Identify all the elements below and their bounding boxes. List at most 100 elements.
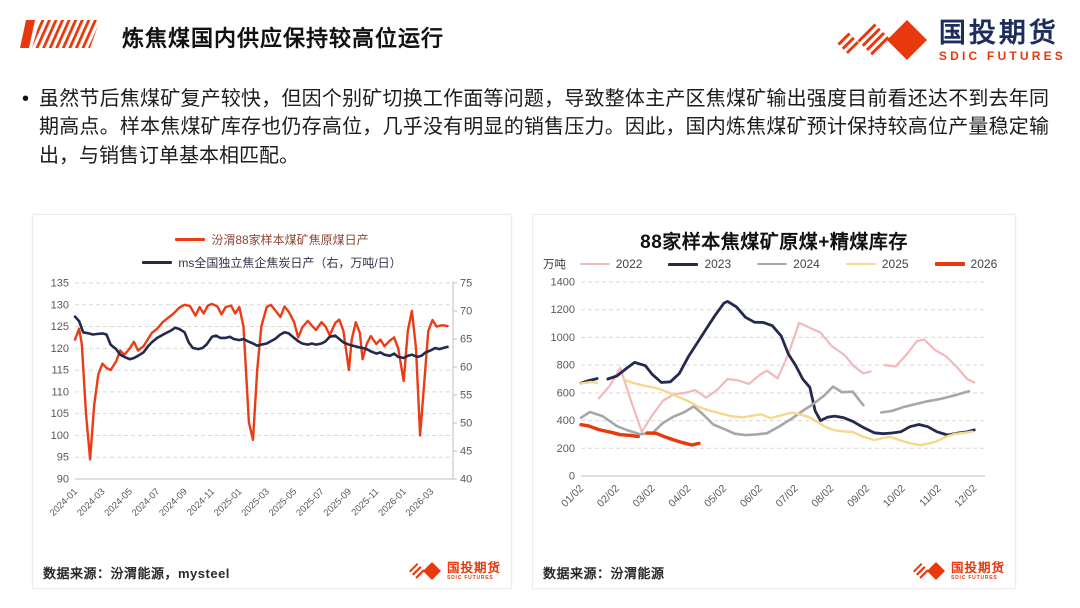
header: 炼焦煤国内供应保持较高位运行 国投期货 SDIC FUTURES (0, 0, 1080, 69)
svg-text:08/02: 08/02 (809, 483, 836, 510)
inventory-chart: 0 200 400 600 800 1000 1200 1400 01/02 02/02 03/02… (551, 277, 985, 510)
legend-item-raw-coal: 汾渭88家样本煤矿焦原煤日产 (175, 231, 369, 248)
legend-item-2025: 2025 (845, 257, 909, 272)
svg-text:02/02: 02/02 (595, 483, 622, 510)
svg-text:09/02: 09/02 (845, 483, 872, 510)
legend-swatch (757, 262, 788, 266)
svg-text:110: 110 (51, 387, 69, 399)
legend-item-2024: 2024 (757, 257, 820, 271)
svg-text:06/02: 06/02 (738, 483, 765, 510)
brand-name-en: SDIC FUTURES (938, 48, 1066, 63)
legend-swatch-navy (142, 261, 173, 265)
y-axis-unit-label: 万吨 (543, 259, 566, 272)
svg-text:600: 600 (557, 388, 575, 400)
left-card-footer: 数据来源：汾渭能源，mysteel 国投期货 SDIC FUTURES (41, 560, 503, 582)
footer-brand-name: 国投期货 (446, 560, 501, 575)
svg-text:2024-05: 2024-05 (102, 487, 134, 519)
source-note: 数据来源：汾渭能源，mysteel (43, 566, 230, 582)
svg-text:45: 45 (460, 446, 472, 458)
right-card-footer: 数据来源：汾渭能源 国投期货 SDIC FUTURES (541, 560, 1007, 582)
footer-brand-name: 国投期货 (950, 560, 1005, 575)
legend-label: ms全国独立焦企焦炭日产（右，万吨/日） (178, 256, 402, 271)
svg-text:12/02: 12/02 (952, 483, 979, 510)
svg-text:2026-01: 2026-01 (376, 487, 408, 519)
title-decoration-icon (16, 18, 108, 55)
svg-text:01/02: 01/02 (559, 483, 586, 510)
legend-swatch-red (175, 238, 206, 242)
svg-text:400: 400 (557, 415, 575, 427)
svg-text:125: 125 (51, 321, 69, 333)
footer-brand-name-en: SDIC FUTURES (446, 574, 494, 581)
svg-text:120: 120 (51, 343, 69, 355)
svg-text:60: 60 (460, 362, 472, 374)
svg-text:40: 40 (460, 474, 472, 486)
legend-label: 2024 (793, 257, 820, 272)
left-chart-legend: 汾渭88家样本煤矿焦原煤日产 ms全国独立焦企焦炭日产（右，万吨/日） (41, 231, 503, 271)
footer-brand-name-en: SDIC FUTURES (950, 574, 998, 581)
right-chart-legend-row: 万吨 2022 2023 2024 2025 2026 (541, 256, 1007, 272)
chart-card-daily-output: 汾渭88家样本煤矿焦原煤日产 ms全国独立焦企焦炭日产（右，万吨/日） 90 95… (32, 214, 512, 590)
legend-label: 2023 (704, 257, 732, 272)
svg-text:1200: 1200 (551, 304, 575, 316)
legend-label: 汾渭88家样本煤矿焦原煤日产 (211, 233, 369, 248)
svg-text:2025-05: 2025-05 (267, 487, 299, 519)
legend-label: 2025 (881, 257, 909, 272)
bullet-marker: • (22, 88, 30, 110)
svg-text:2025-11: 2025-11 (349, 487, 381, 519)
charts-row: 汾渭88家样本煤矿焦原煤日产 ms全国独立焦企焦炭日产（右，万吨/日） 90 95… (32, 214, 1080, 590)
footer-logo-icon (408, 562, 441, 581)
svg-text:1400: 1400 (551, 277, 575, 289)
svg-text:2024-07: 2024-07 (130, 487, 162, 519)
summary-paragraph: 虽然节后焦煤矿复产较快，但因个别矿切换工作面等问题，导致整体主产区焦煤矿输出强度… (39, 88, 1050, 167)
svg-text:07/02: 07/02 (774, 483, 801, 510)
source-note: 数据来源：汾渭能源 (543, 566, 665, 582)
right-chart-legend: 2022 2023 2024 2025 2026 (572, 257, 1005, 271)
svg-text:135: 135 (51, 278, 69, 290)
legend-swatch (579, 263, 610, 266)
svg-text:95: 95 (57, 452, 69, 464)
svg-text:2024-01: 2024-01 (48, 487, 80, 519)
page-title: 炼焦煤国内供应保持较高位运行 (122, 25, 445, 51)
svg-text:2025-03: 2025-03 (239, 487, 271, 519)
svg-text:100: 100 (51, 430, 69, 442)
legend-item-2026: 2026 (934, 257, 998, 272)
legend-swatch (934, 262, 965, 266)
svg-text:11/02: 11/02 (917, 483, 944, 510)
svg-text:115: 115 (51, 365, 69, 377)
brand-diamonds-icon (835, 12, 931, 69)
svg-text:130: 130 (51, 299, 69, 311)
svg-text:2025-01: 2025-01 (212, 487, 244, 519)
svg-text:2025-09: 2025-09 (322, 487, 354, 519)
svg-text:10/02: 10/02 (881, 483, 908, 510)
footer-logo: 国投期货 SDIC FUTURES (911, 560, 1005, 582)
legend-label: 2022 (615, 257, 643, 272)
legend-label: 2026 (970, 257, 998, 272)
svg-text:800: 800 (557, 360, 575, 372)
svg-text:200: 200 (557, 443, 575, 455)
legend-item-2023: 2023 (668, 257, 731, 271)
svg-text:04/02: 04/02 (666, 483, 693, 510)
svg-text:2024-09: 2024-09 (157, 487, 189, 519)
svg-text:1000: 1000 (551, 332, 575, 344)
svg-text:75: 75 (460, 278, 472, 290)
brand-logo: 国投期货 SDIC FUTURES (835, 12, 1066, 69)
right-chart-title: 88家样本焦煤矿原煤+精煤库存 (640, 232, 908, 254)
svg-text:50: 50 (460, 418, 472, 430)
svg-text:0: 0 (569, 471, 575, 483)
svg-text:2025-07: 2025-07 (294, 487, 326, 519)
footer-logo: 国投期货 SDIC FUTURES (407, 560, 501, 582)
legend-item-coke-output: ms全国独立焦企焦炭日产（右，万吨/日） (142, 254, 402, 271)
svg-text:65: 65 (460, 334, 472, 346)
svg-text:105: 105 (51, 408, 69, 420)
svg-text:05/02: 05/02 (702, 483, 729, 510)
legend-swatch (668, 262, 699, 266)
svg-text:2024-11: 2024-11 (185, 487, 217, 519)
daily-output-chart: 90 95 100 105 110 115 120 125 130 135 40 45 50 55 60 65… (48, 278, 473, 519)
legend-swatch (845, 262, 876, 266)
chart-card-inventory: 88家样本焦煤矿原煤+精煤库存 万吨 2022 2023 2024 2025 2026 … (532, 214, 1016, 590)
svg-text:90: 90 (57, 474, 69, 486)
svg-text:2026-03: 2026-03 (404, 487, 436, 519)
summary-block: • 虽然节后焦煤矿复产较快，但因个别矿切换工作面等问题，导致整体主产区焦煤矿输出… (0, 69, 1080, 170)
svg-text:70: 70 (460, 306, 472, 318)
